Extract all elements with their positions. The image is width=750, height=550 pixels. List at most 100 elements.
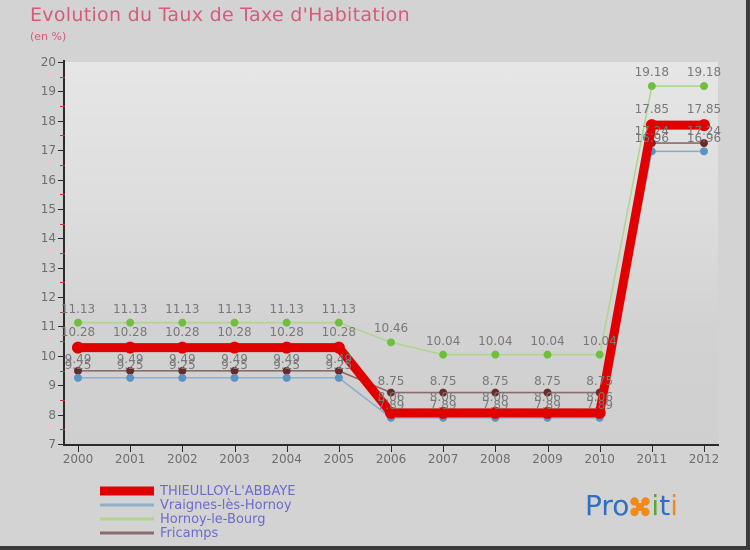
legend-item[interactable]: Vraignes-lès-Hornoy xyxy=(100,498,296,513)
data-label: 10.04 xyxy=(530,333,565,348)
data-label: 17.24 xyxy=(686,124,722,139)
data-label: 9.25 xyxy=(116,357,144,372)
data-label: 8.75 xyxy=(429,373,457,388)
y-tick-label: 20 xyxy=(40,55,56,69)
x-tick-mark xyxy=(338,446,340,452)
legend-item[interactable]: Fricamps xyxy=(100,526,296,541)
data-label: 7.89 xyxy=(429,397,457,412)
legend-swatch-vraignes xyxy=(100,503,154,507)
y-tick-mark xyxy=(58,150,65,152)
x-tick-mark xyxy=(391,446,392,452)
data-point xyxy=(126,318,135,327)
y-tick-label: 16 xyxy=(40,172,56,187)
data-point xyxy=(387,388,395,397)
data-point xyxy=(74,373,82,382)
data-point xyxy=(334,366,343,375)
data-label: 9.25 xyxy=(273,357,301,372)
logo-text-i2: i xyxy=(670,489,678,522)
page-title: Evolution du Taux de Taxe d'Habitation xyxy=(30,4,410,26)
y-tick-label: 15 xyxy=(40,201,56,216)
data-point xyxy=(387,338,395,347)
x-tick-mark xyxy=(78,446,79,452)
data-label: 9.25 xyxy=(325,357,353,372)
y-tick-mark xyxy=(58,355,65,357)
y-tick-label: 14 xyxy=(40,231,56,246)
x-tick-mark xyxy=(547,446,549,452)
x-tick-mark xyxy=(495,446,497,452)
y-tick-mark xyxy=(58,385,65,387)
legend-item[interactable]: Hornoy-le-Bourg xyxy=(100,512,296,527)
data-label: 8.75 xyxy=(377,373,405,388)
y-tick-label: 10 xyxy=(40,348,56,363)
legend-swatch-hornoy xyxy=(100,517,154,521)
y-tick-mark xyxy=(58,297,65,299)
legend-label-thieulloy: THIEULLOY-L'ABBAYE xyxy=(160,483,296,499)
x-tick-label: 2005 xyxy=(323,452,355,466)
data-point xyxy=(178,366,187,375)
y-tick-minor xyxy=(60,341,65,343)
x-tick-label: 2003 xyxy=(219,452,250,466)
data-label: 11.13 xyxy=(60,301,96,316)
logo-text-i1: i xyxy=(651,489,660,522)
data-point xyxy=(332,341,345,354)
y-tick-mark xyxy=(58,179,65,181)
data-label: 9.25 xyxy=(64,357,92,372)
y-tick-label: 13 xyxy=(40,260,56,275)
data-label: 8.75 xyxy=(586,373,614,388)
data-point xyxy=(334,373,343,382)
logo-text-pro: Pro xyxy=(585,489,630,522)
data-point xyxy=(282,318,291,327)
y-tick-label: 19 xyxy=(40,84,56,99)
data-label: 9.49 xyxy=(273,351,301,366)
legend: THIEULLOY-L'ABBAYE Vraignes-lès-Hornoy H… xyxy=(100,483,296,541)
x-tick-label: 2011 xyxy=(636,452,668,466)
data-point xyxy=(698,119,710,132)
y-tick-minor xyxy=(60,370,65,372)
proxiti-logo[interactable]: Pro iti xyxy=(585,489,678,522)
data-point xyxy=(385,406,397,419)
data-point xyxy=(74,318,82,327)
data-point xyxy=(334,318,343,327)
y-tick-minor xyxy=(60,282,65,284)
y-tick-label: 12 xyxy=(40,290,56,305)
x-axis xyxy=(63,444,719,446)
y-tick-minor xyxy=(60,311,65,313)
data-label: 17.85 xyxy=(686,102,722,117)
x-tick-label: 2004 xyxy=(271,452,302,466)
y-tick-minor xyxy=(60,106,65,108)
data-point xyxy=(439,350,448,359)
data-point xyxy=(230,373,239,382)
x-tick-label: 2012 xyxy=(688,452,720,466)
y-tick-mark xyxy=(58,208,65,210)
data-label: 10.28 xyxy=(165,324,200,339)
data-label: 11.13 xyxy=(321,301,357,316)
y-tick-mark xyxy=(58,91,65,93)
data-label: 10.28 xyxy=(321,324,357,339)
data-point xyxy=(178,373,187,382)
data-label: 11.13 xyxy=(217,301,252,316)
y-tick-mark xyxy=(58,326,65,328)
x-tick-label: 2000 xyxy=(62,452,94,466)
logo-text-t: t xyxy=(659,489,671,522)
x-tick-mark xyxy=(704,446,705,452)
data-point xyxy=(126,366,135,375)
y-tick-minor xyxy=(60,76,65,78)
data-point xyxy=(595,350,604,359)
data-point xyxy=(230,366,239,375)
x-tick-label: 2008 xyxy=(480,452,511,466)
data-label: 8.06 xyxy=(586,389,614,404)
y-tick-minor xyxy=(60,399,65,401)
chart-unit-label: (en %) xyxy=(30,30,67,43)
data-label: 8.06 xyxy=(377,389,405,404)
x-tick-label: 2009 xyxy=(532,452,563,466)
logo-x-icon xyxy=(629,493,651,517)
data-point xyxy=(543,350,552,359)
y-tick-minor xyxy=(60,194,65,196)
data-label: 17.24 xyxy=(634,124,670,139)
data-label: 19.18 xyxy=(634,65,670,80)
y-tick-label: 9 xyxy=(48,378,56,393)
legend-item[interactable]: THIEULLOY-L'ABBAYE xyxy=(100,483,296,499)
y-tick-label: 7 xyxy=(48,437,56,451)
y-tick-minor xyxy=(60,429,65,431)
